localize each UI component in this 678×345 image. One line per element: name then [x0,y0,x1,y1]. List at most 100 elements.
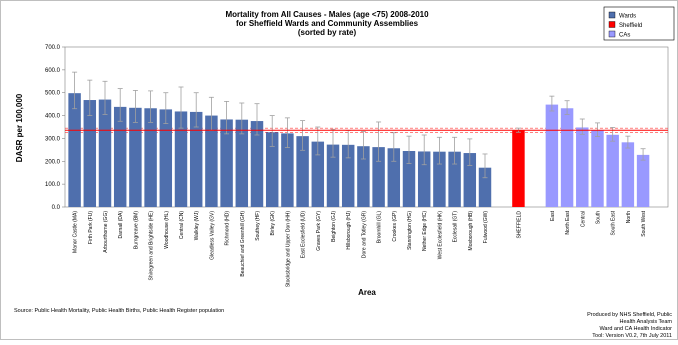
bar [636,154,650,207]
bar [326,144,340,207]
bar [83,100,97,207]
x-tick-label: Dore and Totley (GR) [361,211,367,258]
y-axis-title: DASR per 100,000 [15,93,24,162]
bar [448,151,461,207]
x-tick-label: Ecclesall (GT) [453,211,459,243]
bar [560,108,574,207]
x-tick-label: Central [580,211,586,227]
legend-label: Sheffield [619,23,642,29]
x-tick-label: Birley (GK) [270,211,276,236]
bar [174,111,188,207]
bar [402,151,416,207]
plot-area: 0.0 100.0 200.0 300.0 400.0 500.0 600.0 700.0 Ma… [45,45,669,287]
x-tick-label: West Ecclesfield (HK) [437,211,443,260]
x-tick-label: North East [565,210,571,234]
legend-swatch [608,30,616,38]
x-tick-label: Mosborough (HB) [468,211,474,251]
chart-subtitle-line-1: for Sheffield Wards and Community Assemb… [236,19,419,28]
bar [189,111,203,207]
bar [235,119,249,207]
x-tick-label: South West [641,210,647,236]
bar [205,115,218,207]
chart-subtitle-line-2: (sorted by rate) [298,28,357,37]
x-tick-label: Darnall (DA) [118,211,124,239]
x-tick-label: Arbourthorne (GG) [103,211,109,253]
x-tick-label: Woodhouse (HL) [164,211,170,249]
x-tick-label: Firth Park (FU) [88,211,94,244]
x-tick-label: Nether Edge (HC) [422,211,428,251]
x-tick-label: Richmond (HD) [225,211,231,246]
credit-line-3: Ward and CA Health Indicator [599,326,672,332]
legend-swatch [608,21,616,28]
chart-title: Mortality from All Causes - Males (age <… [225,10,429,19]
legend: Wards Sheffield CAs [603,6,675,41]
bar [463,153,477,207]
bar [311,141,325,207]
x-tick-label: Walkley (WJ) [194,211,200,241]
y-tick-label: 300.0 [45,136,61,142]
x-tick-label: Stannington (HG) [407,211,413,250]
bar [433,151,446,207]
x-tick-label: Southey (HF) [255,211,261,241]
bar [591,130,604,207]
x-tick-label: Broomhill (GL) [377,211,383,244]
legend-swatch [608,11,616,19]
bar [265,132,279,207]
bar [250,121,264,207]
bar [113,106,127,207]
x-tick-label: Shiregreen and Brightside (HE) [149,211,155,281]
x-tick-label: Beighton (GJ) [331,211,337,242]
x-tick-label: SHEFFIELD [516,211,522,239]
legend-box [603,6,675,41]
x-tick-label: South [595,211,601,224]
y-tick-label: 400.0 [45,114,61,120]
y-tick-label: 200.0 [45,159,61,165]
bar [129,107,142,207]
x-tick-label: Stocksbridge and Upper Don (HH) [285,211,291,287]
x-tick-label: South East [611,210,617,235]
bar [357,146,370,207]
source-note: Source: Public Health Mortality, Public … [14,308,224,314]
x-axis-title: Area [358,288,376,297]
bar [512,130,525,207]
x-tick-label: Burngreave (BM) [133,211,139,249]
x-tick-label: Gleadless Valley (GV) [209,211,215,260]
x-tick-label: Crookes (GP) [392,211,398,242]
bar [68,93,81,207]
bar [387,148,401,207]
bar [281,133,294,207]
y-tick-label: 700.0 [45,45,61,51]
x-tick-label: Manor Castle (MA) [73,211,79,253]
legend-label: CAs [619,33,630,39]
bar [98,99,112,207]
x-tick-label: Graves Park (GY) [316,211,322,251]
credit-line-1: Produced by NHS Sheffield, Public [587,312,672,318]
y-tick-label: 0.0 [52,205,61,211]
x-tick-label: Central (CN) [179,211,185,239]
x-tick-label: East Ecclesfield (UD) [301,211,307,259]
bar [341,144,355,207]
credit-line-4: Tool: Version V0.2, 7th July 2011 [592,333,672,339]
bar [220,119,233,207]
bar [417,151,431,207]
legend-label: Wards [619,14,636,20]
credit-line-2: Health Analysis Team [620,319,673,325]
bar [159,109,173,207]
bar [576,127,589,207]
bar [478,167,492,207]
y-tick-label: 600.0 [45,68,61,74]
bar [296,136,309,207]
x-tick-label: Fulwood (GW) [483,211,489,244]
bar [621,142,635,207]
x-tick-label: North [626,211,632,223]
bar [372,147,385,207]
x-tick-label: East [550,210,556,221]
x-tick-label: Beauchief and Greenhill (GH) [240,211,246,277]
y-tick-label: 100.0 [45,182,61,188]
y-tick-label: 500.0 [45,91,61,97]
bar [545,104,559,207]
bar [606,134,619,207]
x-tick-label: Hillsborough (HJ) [346,211,352,250]
